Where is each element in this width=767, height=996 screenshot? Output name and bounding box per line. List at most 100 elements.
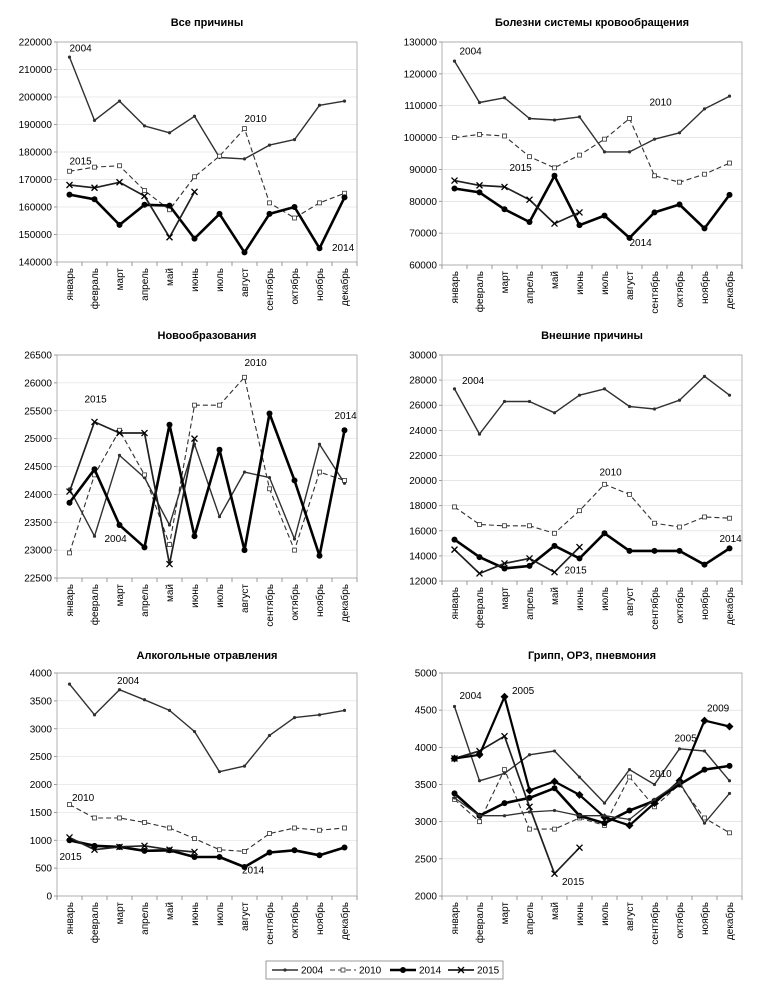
series-2015 [451, 543, 583, 577]
y-tick-label: 3000 [30, 724, 53, 735]
data-point-2010 [142, 820, 147, 825]
y-tick-label: 16000 [409, 526, 437, 537]
data-point-2010 [67, 802, 72, 807]
series-line-2015 [68, 421, 196, 565]
data-point-2010 [727, 160, 732, 166]
x-tick-label: март [500, 271, 511, 294]
data-point-2015 [141, 842, 148, 850]
x-tick-label: июль [215, 902, 226, 926]
series-2004 [452, 704, 732, 805]
data-point-2010 [267, 831, 272, 836]
data-point-2004 [577, 775, 582, 779]
data-point-2014 [241, 547, 248, 554]
data-point-2009 [502, 814, 507, 818]
data-point-2010 [192, 402, 197, 408]
data-point-2014 [91, 196, 98, 203]
x-tick-label: апрель [140, 268, 151, 301]
series-line-2005 [454, 695, 730, 827]
series-line-2004 [68, 56, 345, 160]
series-line-2010 [454, 483, 730, 534]
y-tick-label: 1500 [30, 808, 53, 819]
data-point-2010 [67, 168, 72, 174]
data-point-2010 [652, 520, 657, 526]
series-annotation: 2005 [512, 686, 535, 697]
x-tick-label: октябрь [674, 902, 686, 939]
x-tick-label: сентябрь [264, 902, 276, 945]
data-point-2004 [267, 143, 272, 147]
data-point-2010 [167, 542, 172, 547]
data-point-2004 [727, 393, 732, 397]
data-point-2004 [677, 747, 682, 751]
data-point-2004 [477, 779, 482, 783]
chart-panel-6: Грипп, ОРЗ, пневмония 2000 2500 3000 3500 400… [415, 650, 743, 945]
data-point-2010 [677, 179, 682, 185]
data-point-2004 [342, 708, 347, 712]
x-tick-label: май [550, 587, 561, 605]
data-point-2004 [727, 94, 732, 98]
data-point-2014 [291, 847, 298, 854]
data-point-2010 [217, 153, 222, 159]
data-point-2014 [626, 547, 633, 554]
x-tick-label: август [240, 584, 251, 613]
data-point-2015 [576, 208, 583, 216]
series-annotation: 2004 [117, 676, 140, 687]
data-point-2010 [477, 131, 482, 137]
x-tick-label: июнь [575, 271, 586, 295]
x-tick-label: август [625, 902, 636, 931]
x-tick-label: июнь [190, 584, 201, 608]
data-point-2010 [727, 830, 732, 836]
data-point-2004 [242, 470, 247, 474]
y-tick-label: 180000 [19, 148, 53, 159]
series-line-2015 [454, 179, 580, 225]
data-point-2010 [342, 825, 347, 831]
series-annotation: 2004 [105, 534, 128, 545]
x-tick-label: август [625, 587, 636, 616]
series-2009 [452, 780, 732, 825]
series-2010 [67, 126, 347, 221]
data-point-2009 [727, 791, 732, 796]
x-tick-label: апрель [525, 587, 536, 620]
legend-marker [283, 968, 287, 972]
data-point-2004 [192, 729, 197, 734]
data-point-2004 [627, 768, 632, 772]
chart-title: Все причины [171, 17, 244, 29]
y-tick-label: 25000 [24, 434, 52, 445]
data-point-2005 [625, 821, 634, 830]
data-point-2004 [92, 713, 97, 717]
data-point-2004 [477, 432, 482, 436]
data-point-2004 [652, 782, 657, 787]
x-tick-label: март [115, 268, 126, 291]
series-annotation: 2010 [600, 468, 623, 479]
data-point-2004 [452, 387, 457, 391]
data-point-2004 [117, 99, 122, 103]
legend-item-2015: 2015 [448, 966, 500, 977]
data-point-2010 [602, 136, 607, 142]
x-tick-label: май [165, 268, 176, 286]
data-point-2010 [702, 815, 707, 821]
data-point-2014 [66, 499, 73, 506]
y-tick-label: 130000 [404, 38, 438, 49]
data-point-2004 [92, 118, 97, 122]
data-point-2004 [292, 537, 297, 541]
series-annotation: 2015 [60, 852, 83, 863]
y-tick-label: 0 [46, 892, 52, 903]
series-annotation: 2010 [245, 114, 268, 125]
series-2010 [452, 481, 732, 536]
data-point-2010 [452, 135, 457, 140]
data-point-2014 [241, 864, 248, 871]
data-point-2010 [577, 508, 582, 514]
data-point-2009 [577, 814, 582, 818]
data-point-2004 [602, 150, 607, 154]
chart-title: Новообразования [158, 330, 257, 342]
data-point-2005 [475, 750, 484, 759]
data-point-2004 [677, 131, 682, 135]
x-tick-label: март [500, 902, 511, 925]
series-annotation: 2004 [460, 691, 483, 702]
data-point-2009 [652, 797, 657, 801]
data-point-2015 [476, 570, 483, 577]
y-tick-label: 3000 [415, 817, 438, 828]
data-point-2004 [317, 442, 322, 446]
data-point-2009 [702, 821, 707, 825]
data-point-2014 [291, 204, 298, 210]
y-tick-label: 23000 [24, 546, 52, 557]
